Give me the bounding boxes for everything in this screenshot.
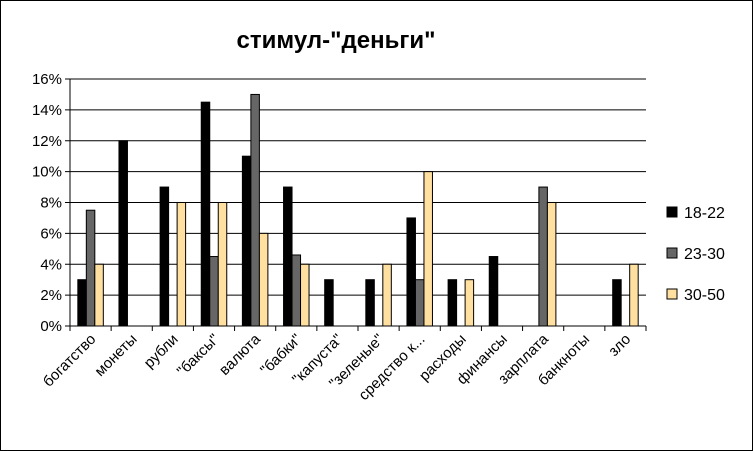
bar: [324, 279, 334, 327]
chart-title: стимул-"деньги": [237, 27, 436, 54]
bar: [250, 93, 260, 327]
y-axis-tick-labels: 0% 2% 4% 6% 8% 10% 12% 14% 16%: [32, 71, 62, 335]
bars: [77, 93, 639, 327]
bar: [538, 186, 548, 327]
bar: [406, 217, 416, 327]
x-category-label: "баксы": [174, 331, 223, 380]
gridlines: [70, 78, 646, 296]
y-tick-label: 6%: [40, 225, 62, 242]
bar: [217, 202, 228, 327]
bar: [241, 155, 252, 327]
bar: [382, 263, 392, 327]
bar: [283, 186, 293, 327]
bar: [423, 171, 433, 327]
bar: [546, 202, 557, 327]
legend-label: 23-30: [684, 246, 725, 263]
bar: [365, 279, 375, 327]
legend-swatch: [666, 247, 678, 259]
x-category-label: монеты: [91, 331, 140, 380]
legend-label: 18-22: [684, 205, 725, 222]
y-tick-label: 2%: [40, 287, 62, 304]
y-tick-label: 4%: [40, 256, 62, 273]
bar: [209, 256, 219, 327]
bar: [258, 232, 269, 327]
bar: [176, 202, 187, 327]
legend: 18-22 23-30 30-50: [666, 205, 725, 304]
bar: [200, 101, 211, 327]
bar: [291, 254, 302, 327]
bar: [300, 263, 310, 327]
y-tick-label: 10%: [32, 164, 62, 181]
bar: [464, 279, 475, 327]
bar: [612, 279, 622, 327]
legend-swatch: [666, 206, 678, 218]
legend-swatch: [666, 288, 678, 300]
x-category-label: валюта: [216, 330, 264, 378]
bar: [94, 263, 104, 327]
y-tick-label: 16%: [32, 71, 62, 88]
bar: [85, 209, 96, 327]
x-category-label: зло: [605, 331, 634, 360]
x-category-label: богатство: [40, 331, 100, 391]
bar: [488, 256, 499, 327]
axes: [65, 78, 647, 331]
y-tick-label: 0%: [40, 318, 62, 335]
bar: [77, 279, 87, 327]
y-tick-label: 8%: [40, 195, 62, 212]
y-tick-label: 14%: [32, 102, 62, 119]
y-tick-label: 12%: [32, 133, 62, 150]
bar: [414, 279, 425, 327]
bar: [118, 140, 128, 327]
bar: [447, 279, 458, 327]
bar: [159, 186, 170, 327]
legend-label: 30-50: [684, 287, 725, 304]
bar: [629, 263, 639, 327]
